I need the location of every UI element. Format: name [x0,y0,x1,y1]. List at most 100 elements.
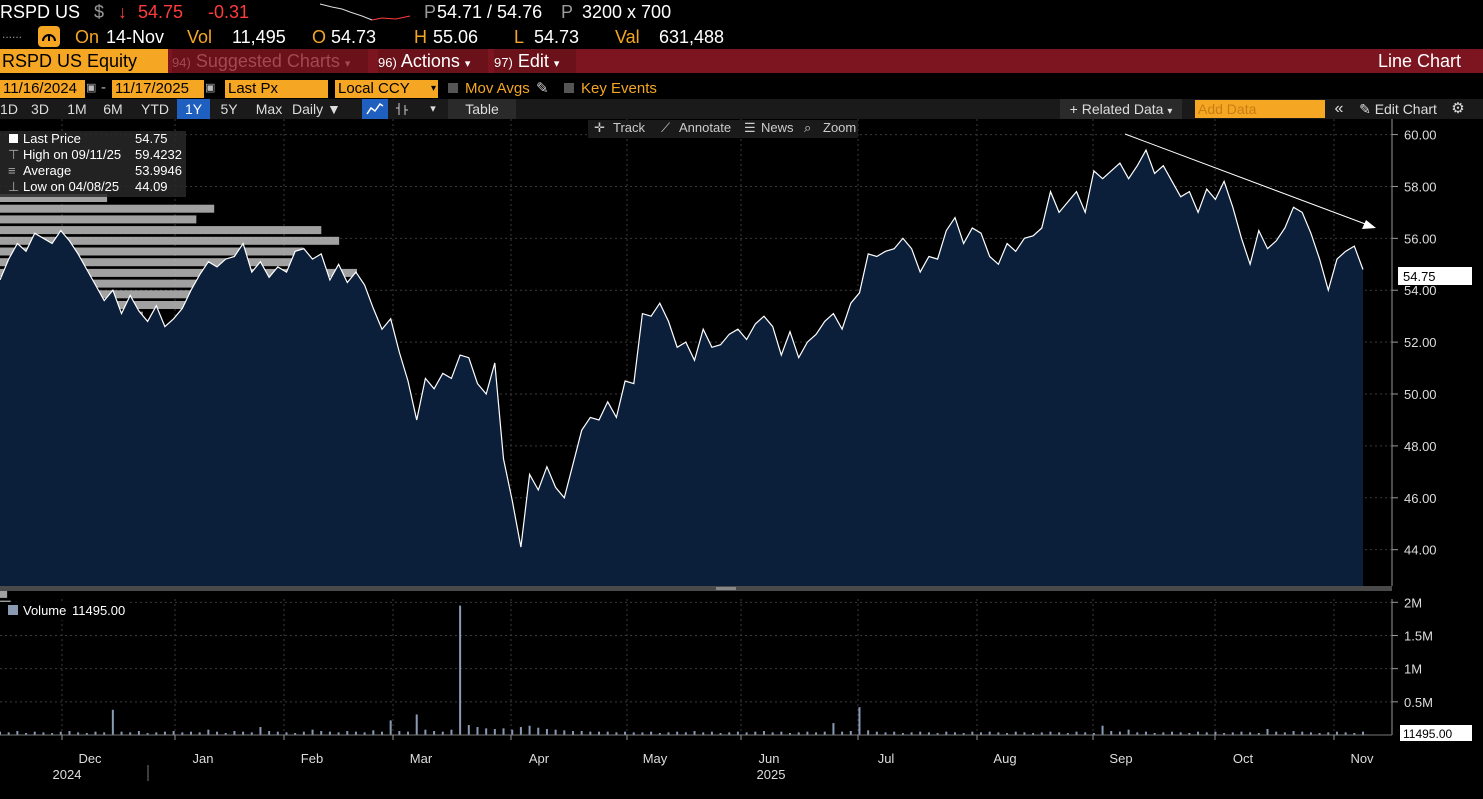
legend-avg-value: 53.9946 [135,163,182,178]
time-tick-label: Jan [193,751,214,766]
volume-bar [641,732,644,735]
volume-swatch [8,605,18,615]
volume-bar [823,731,826,735]
volume-bar [476,727,479,735]
volume-bar [276,731,279,735]
crosshair-icon[interactable]: ✛ [594,120,605,135]
add-data-input[interactable]: Add Data [1195,100,1325,118]
volume-bar [233,731,236,735]
price-tick-label: 50.00 [1404,387,1437,402]
volume-bar [1171,731,1174,735]
calendar-icon[interactable]: ▣ [86,82,97,94]
dots: ...... [2,27,23,41]
edit-chart-button[interactable]: ✎ Edit Chart [1352,99,1444,119]
period-6m[interactable]: 6M [103,101,123,117]
calendar-icon[interactable]: ▣ [205,82,216,94]
currency-select[interactable]: Local CCY ▾ [335,80,438,98]
news-icon[interactable]: ☰ [744,120,756,135]
volume-tick-label: 1M [1404,662,1422,677]
volume-bar [545,729,548,735]
volume-bar [1231,732,1234,735]
period-ytd[interactable]: YTD [141,101,169,117]
edit-menu[interactable]: 97) Edit ▾ [494,49,576,73]
volume-bar [467,725,470,735]
mov-avgs-label[interactable]: Mov Avgs [465,80,530,97]
volume-bar [302,731,305,735]
last-price-marker: 54.75 [1403,269,1436,284]
period-max[interactable]: Max [255,101,283,117]
year-label: 2024 [53,767,82,782]
period-1m[interactable]: 1M [67,101,87,117]
volume-bar [242,731,245,735]
period-3d[interactable]: 3D [31,101,49,117]
volume-bar [1084,732,1087,735]
price-chart[interactable]: 60.00 58.00 56.00 54.00 52.00 50.00 48.00 46.00… [0,119,1483,794]
price-area [0,150,1363,586]
gauge-icon[interactable] [38,26,60,47]
suggested-num: 94) [172,55,191,70]
volume-bar [528,725,531,735]
news-button[interactable]: News [761,120,794,135]
chart-type-title: Line Chart [1377,51,1461,71]
volume-bar [42,732,45,735]
bar-chart-icon[interactable] [392,99,412,119]
start-date-field[interactable]: 11/16/2024 [0,80,85,98]
table-button[interactable]: Table [448,99,516,119]
volume-profile-bar [0,215,197,224]
volume-bar [580,731,583,735]
frequency-select[interactable]: Daily ▼ [292,99,354,119]
suggested-charts-menu[interactable]: 94) Suggested Charts ▾ [172,49,368,73]
track-button[interactable]: Track [613,120,646,135]
volume-bar [632,732,635,735]
pencil-icon[interactable]: ✎ [536,80,549,97]
volume-bar [59,731,62,735]
search-icon[interactable]: ⌕ [804,120,812,135]
volume-bar [953,732,956,735]
volume-bar [346,731,349,735]
end-date-field[interactable]: 11/17/2025 [112,80,204,98]
chevron-down-icon[interactable]: ▾ [430,103,436,115]
volume-bar [919,731,922,735]
volume-bar [450,729,453,735]
volume-bar [1275,731,1278,735]
price-tick-label: 52.00 [1404,335,1437,350]
collapse-icon[interactable]: « [1334,100,1344,117]
actions-menu[interactable]: 96) Actions ▾ [378,49,488,73]
mov-avgs-checkbox[interactable] [448,83,458,93]
volume-tick-label: 0.5M [1404,695,1433,710]
period-5y[interactable]: 5Y [220,101,238,117]
volume-bar [1110,731,1113,735]
line-chart-icon[interactable] [362,99,388,119]
volume-profile-bar [0,194,108,202]
chart-area[interactable]: 60.00 58.00 56.00 54.00 52.00 50.00 48.00 46.00… [0,119,1483,794]
volume-bar [1309,732,1312,735]
edit-chart-label: Edit Chart [1374,101,1437,117]
volume-bar [710,731,713,735]
period-1d[interactable]: 1D [0,101,18,117]
gear-icon[interactable]: ⚙ [1451,100,1465,117]
time-tick-label: Jun [759,751,780,766]
related-data-button[interactable]: + Related Data ▾ [1060,99,1182,119]
volume-legend-value: 11495.00 [72,603,126,618]
key-events-checkbox[interactable] [564,83,574,93]
pencil-icon[interactable]: ⟋ [661,120,671,135]
volume-bar [216,731,219,735]
annotate-button[interactable]: Annotate [679,120,732,135]
volume-bar [433,731,436,735]
security-field[interactable]: RSPD US Equity [0,49,168,73]
volume-bar [980,732,983,735]
open-value: 54.73 [331,27,377,47]
zoom-button[interactable]: Zoom [823,120,857,135]
volume-bar [1223,733,1226,735]
volume-bar [424,729,427,735]
period-1y[interactable]: 1Y [177,99,210,119]
volume-bar [33,731,36,735]
chevron-down-icon: ▼ [327,101,341,117]
chevron-down-icon: ▾ [464,58,471,70]
volume-bar [1162,732,1165,735]
volume-bar [1023,732,1026,735]
volume-bar [571,731,574,735]
volume-bar [1283,732,1286,735]
key-events-label[interactable]: Key Events [581,80,657,97]
field-select[interactable]: Last Px [225,80,328,98]
